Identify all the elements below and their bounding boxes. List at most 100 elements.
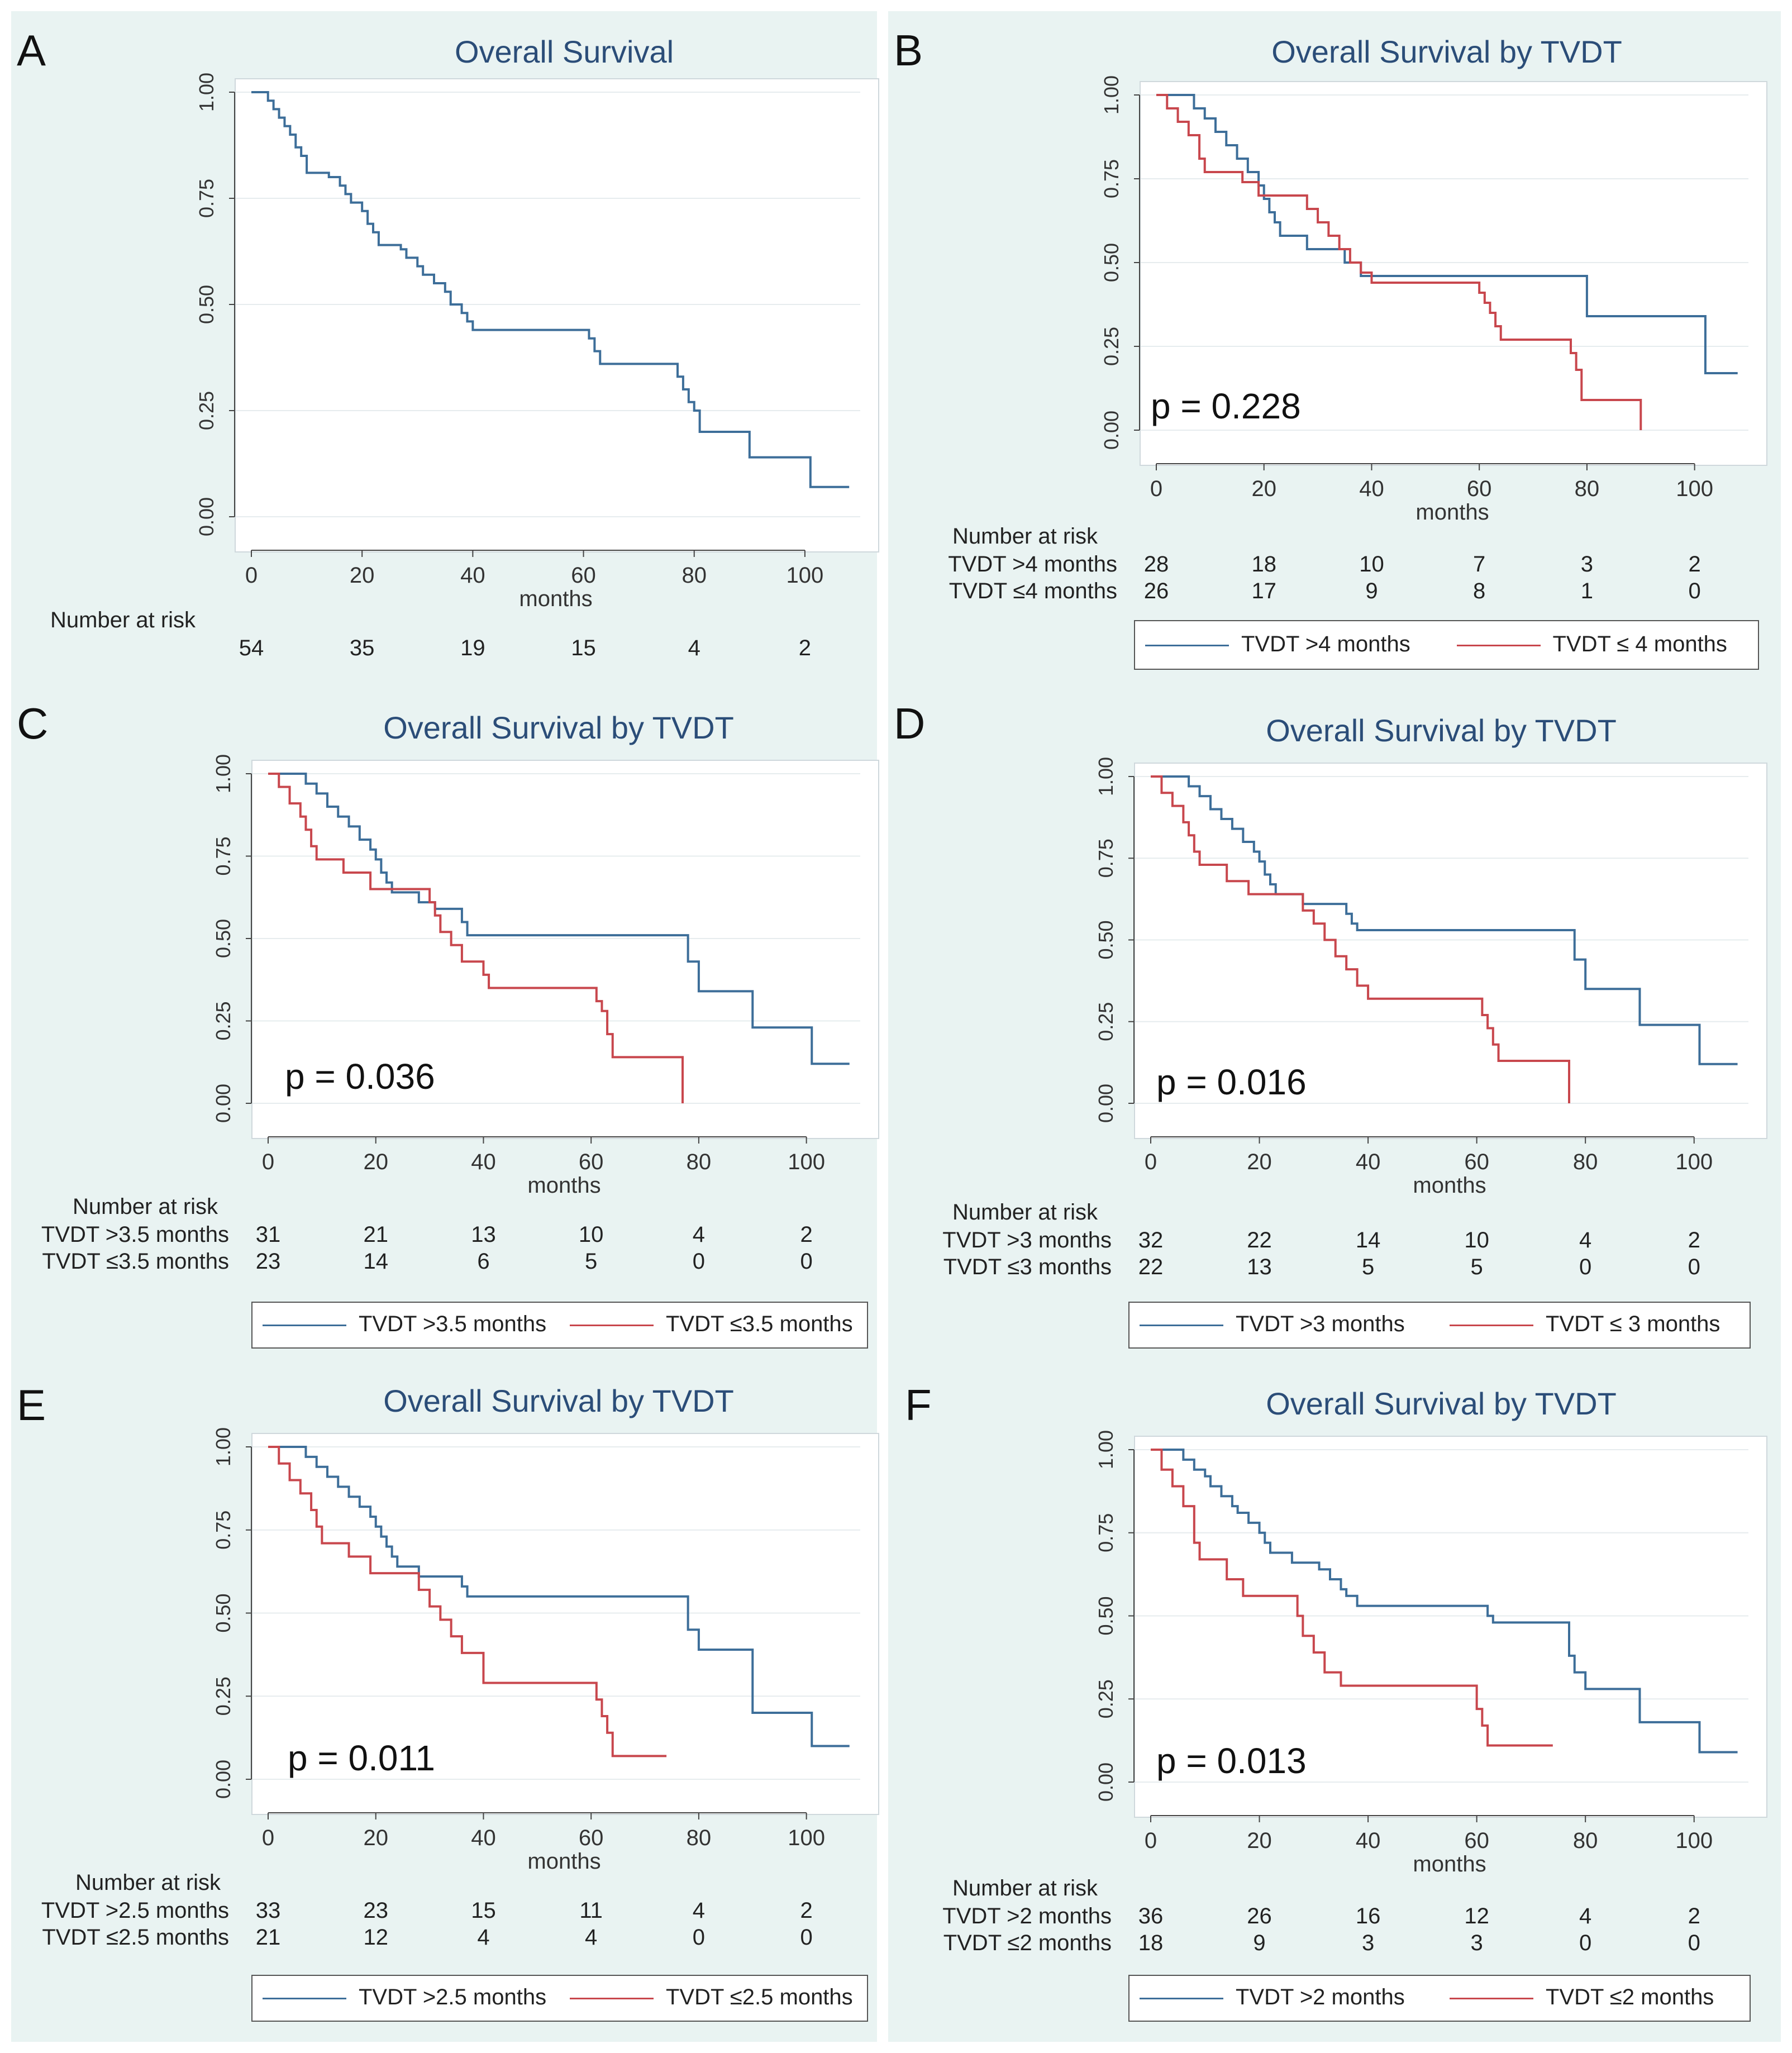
panel-d-risk-table-title: Number at risk xyxy=(952,1200,1098,1225)
panel-b-risk-row-label: TVDT ≤4 months xyxy=(949,579,1117,603)
panel-e-risk-count: 12 xyxy=(363,1925,388,1950)
panel-b-legend-label-1: TVDT >4 months xyxy=(1241,631,1410,656)
panel-c-risk-count: 0 xyxy=(692,1249,706,1274)
panel-c-risk-count: 6 xyxy=(477,1249,490,1274)
panel-a-chart-svg: 0.00 0.25 0.50 0.75 1.00 0 20 40 60 80 100 months xyxy=(195,73,860,611)
panel-a-y-tick-label: 0.25 xyxy=(195,391,218,430)
panel-c-risk-count: 4 xyxy=(692,1222,706,1247)
panel-e-chart-svg: 0.00 0.25 0.50 0.75 1.00 0 20 40 60 80 100 months xyxy=(212,1427,860,1874)
panel-f-legend-swatch-2 xyxy=(1450,1998,1533,1999)
panel-d-x-tick-label: 60 xyxy=(1464,1150,1489,1174)
panel-a-y-tick-label: 1.00 xyxy=(195,73,218,112)
panel-f-series-1-curve xyxy=(1151,1449,1738,1754)
panel-d-series-1-curve xyxy=(1151,775,1738,1065)
panel-a-risk-count: 19 xyxy=(460,636,485,660)
panel-a-title: Overall Survival xyxy=(454,34,674,69)
panel-e-x-tick-label: 20 xyxy=(363,1826,388,1850)
panel-c-legend-label-1: TVDT >3.5 months xyxy=(359,1312,547,1336)
panel-b-risk-count: 3 xyxy=(1580,552,1594,577)
panel-a-risk-count: 2 xyxy=(798,636,812,660)
panel-c-risk-count: 13 xyxy=(471,1222,496,1247)
panel-f-risk-table-title: Number at risk xyxy=(952,1876,1098,1900)
panel-b-risk-count: 26 xyxy=(1143,579,1169,603)
panel-f-y-tick-label: 0.25 xyxy=(1094,1679,1117,1718)
panel-d-risk-count: 0 xyxy=(1579,1255,1592,1279)
panel-d-risk-count: 4 xyxy=(1579,1228,1592,1252)
panel-c-legend-label-2: TVDT ≤3.5 months xyxy=(666,1312,853,1336)
panel-e-y-tick-label: 0.00 xyxy=(212,1760,235,1799)
panel-a-x-tick-label: 0 xyxy=(245,563,258,588)
panel-e-risk-row-label: TVDT ≤2.5 months xyxy=(42,1925,229,1950)
panel-c-risk-count: 10 xyxy=(578,1222,604,1247)
panel-d-legend-label-2: TVDT ≤ 3 months xyxy=(1546,1312,1720,1336)
panel-e-y-tick-label: 0.75 xyxy=(212,1511,235,1550)
panel-d-y-tick-label: 1.00 xyxy=(1094,757,1117,796)
panel-b-x-tick-label: 0 xyxy=(1150,477,1162,501)
panel-f-chart-svg: 0.00 0.25 0.50 0.75 1.00 0 20 40 60 80 100 months xyxy=(1094,1430,1748,1876)
panel-b-x-tick-label: 20 xyxy=(1251,477,1276,501)
panel-d-x-tick-label: 40 xyxy=(1356,1150,1381,1174)
panel-a-risk-count: 15 xyxy=(571,636,596,660)
panel-f-x-tick-label: 80 xyxy=(1573,1828,1598,1853)
panel-a-risk-count: 4 xyxy=(688,636,700,660)
panel-d-series-2-curve xyxy=(1151,775,1570,1103)
panel-f-legend-label-1: TVDT >2 months xyxy=(1236,1985,1405,2009)
panel-e-x-axis-label: months xyxy=(527,1849,600,1874)
panel-a-letter: A xyxy=(17,26,46,75)
panel-e-risk-count: 2 xyxy=(800,1898,813,1923)
panel-b-title: Overall Survival by TVDT xyxy=(1271,34,1622,69)
panel-c-y-tick-label: 0.25 xyxy=(212,1001,235,1040)
panel-f-risk-count: 3 xyxy=(1361,1931,1375,1955)
panel-b-x-tick-label: 80 xyxy=(1575,477,1600,501)
panel-e-y-tick-label: 0.25 xyxy=(212,1676,235,1716)
panel-c-risk-count: 21 xyxy=(363,1222,388,1247)
panel-c-legend: TVDT >3.5 months TVDT ≤3.5 months xyxy=(251,1302,868,1349)
panel-c-x-tick-label: 0 xyxy=(262,1150,274,1174)
panel-b-chart-svg: 0.00 0.25 0.50 0.75 1.00 0 20 40 60 80 100 months xyxy=(1100,75,1748,525)
panel-b-risk-row-label: TVDT >4 months xyxy=(948,552,1117,577)
panel-c-risk-count: 23 xyxy=(255,1249,281,1274)
panel-d-risk-count: 32 xyxy=(1138,1228,1164,1252)
panel-a-series-1-curve xyxy=(251,91,850,488)
panel-c-y-tick-label: 0.00 xyxy=(212,1084,235,1123)
panel-c-title: Overall Survival by TVDT xyxy=(383,710,734,745)
panel-e-risk-count: 21 xyxy=(255,1925,281,1950)
panel-e-risk-table-title: Number at risk xyxy=(75,1870,221,1895)
panel-d-risk-count: 14 xyxy=(1355,1228,1381,1252)
panel-b-risk-count: 18 xyxy=(1251,552,1276,577)
panel-e-legend-swatch-1 xyxy=(263,1998,346,1999)
panel-e-risk-count: 4 xyxy=(585,1925,598,1950)
panel-e-risk-count: 11 xyxy=(579,1898,603,1923)
panel-c-risk-count: 14 xyxy=(363,1249,388,1274)
panel-f-risk-count: 4 xyxy=(1579,1904,1592,1928)
panel-c-legend-swatch-2 xyxy=(570,1325,654,1326)
panel-a-plot-area xyxy=(235,78,879,552)
panel-d-risk-count: 0 xyxy=(1688,1255,1700,1279)
panel-c-series-2-curve xyxy=(268,773,684,1103)
panel-e-x-tick-label: 80 xyxy=(687,1826,712,1850)
panel-f-risk-count: 18 xyxy=(1138,1931,1164,1955)
panel-e-legend: TVDT >2.5 months TVDT ≤2.5 months xyxy=(251,1975,868,2022)
panel-e-p-value: p = 0.011 xyxy=(288,1738,435,1778)
panel-b-legend: TVDT >4 months TVDT ≤ 4 months xyxy=(1134,620,1759,670)
panel-f-y-tick-label: 1.00 xyxy=(1094,1430,1117,1469)
panel-d-y-tick-label: 0.00 xyxy=(1094,1084,1117,1123)
panel-e-title: Overall Survival by TVDT xyxy=(383,1383,734,1418)
panel-e-risk-count: 0 xyxy=(800,1925,813,1950)
panel-b-legend-swatch-2 xyxy=(1456,644,1541,646)
panel-a-x-tick-label: 100 xyxy=(787,563,824,588)
panel-d-chart-svg: 0.00 0.25 0.50 0.75 1.00 0 20 40 60 80 100 months xyxy=(1094,757,1748,1198)
panel-e-risk-count: 15 xyxy=(471,1898,496,1923)
panel-d-x-tick-label: 80 xyxy=(1573,1150,1598,1174)
panel-e-legend-swatch-2 xyxy=(570,1998,654,1999)
panel-f-risk-count: 2 xyxy=(1688,1904,1700,1928)
panel-b-y-tick-label: 0.00 xyxy=(1100,411,1123,450)
panel-c-risk-count: 5 xyxy=(585,1249,598,1274)
panel-c-y-tick-label: 0.50 xyxy=(212,919,235,958)
panel-a-x-axis-label: months xyxy=(519,587,592,611)
panel-b-letter: B xyxy=(894,26,923,75)
panel-d-legend-label-1: TVDT >3 months xyxy=(1236,1312,1405,1336)
panel-d-y-tick-label: 0.75 xyxy=(1094,839,1117,878)
panel-d-legend-swatch-1 xyxy=(1140,1325,1223,1326)
